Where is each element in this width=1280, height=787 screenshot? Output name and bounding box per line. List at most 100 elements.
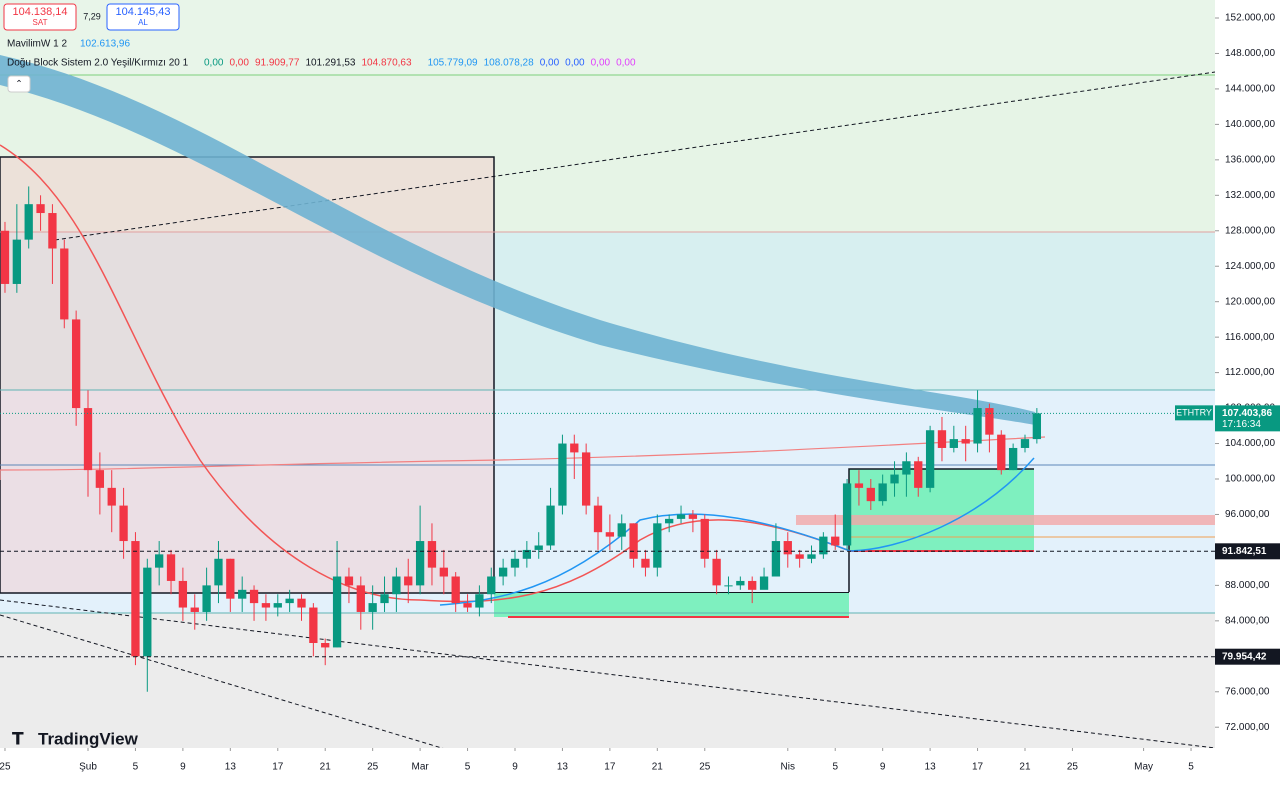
- candle-body: [143, 567, 152, 657]
- candle-body: [783, 541, 792, 555]
- candle-body: [593, 505, 603, 533]
- x-tick-label: 17: [604, 762, 616, 773]
- x-tick-label: 13: [557, 762, 569, 773]
- candle-body: [321, 642, 330, 648]
- candle-body: [1020, 439, 1030, 448]
- symbol-label: ETHTRY: [1176, 408, 1212, 418]
- candle-body: [558, 443, 567, 506]
- candle-body: [451, 576, 460, 604]
- candle-body: [0, 230, 10, 284]
- y-tick-label: 104.000,00: [1225, 438, 1275, 449]
- box: [849, 469, 1034, 551]
- x-tick-label: 17: [972, 762, 984, 773]
- time-axis: [0, 748, 1280, 782]
- candle-body: [344, 576, 354, 586]
- candle-body: [712, 558, 721, 586]
- candle-body: [12, 239, 21, 284]
- indicator-value: 101.291,53: [305, 58, 355, 69]
- candle-body: [581, 452, 591, 506]
- indicator-value: 102.613,96: [80, 39, 130, 50]
- y-tick-label: 120.000,00: [1225, 296, 1275, 307]
- buy-box[interactable]: [106, 3, 180, 31]
- x-tick-label: 5: [465, 762, 471, 773]
- candle-body: [202, 585, 211, 612]
- collapse-button[interactable]: [7, 75, 31, 93]
- candle-body: [309, 607, 318, 643]
- ma-line: [0, 144, 851, 603]
- candle-body: [36, 204, 45, 214]
- header: 104.138,14 SAT 7,29 104.145,43 AL Mavili…: [3, 3, 636, 748]
- candle-body: [119, 505, 128, 542]
- candle-body: [522, 549, 531, 559]
- candle-body: [475, 594, 484, 608]
- candle-body: [973, 408, 982, 444]
- indicator-value: 105.779,09: [428, 58, 478, 69]
- candle-body: [190, 607, 199, 612]
- candle-body: [392, 576, 401, 595]
- x-tick-label: 5: [832, 762, 838, 773]
- candle-body: [997, 434, 1006, 471]
- candle-body: [914, 461, 923, 488]
- candle-body: [285, 598, 294, 604]
- sell-box[interactable]: [3, 3, 77, 31]
- indicator-values: 0,00 0,00 91.909,77 101.291,53 104.870,63 105…: [204, 58, 636, 69]
- indicator-value: 0,00: [565, 58, 585, 69]
- y-tick-label: 88.000,00: [1225, 580, 1270, 591]
- y-tick-label: 96.000,00: [1225, 509, 1270, 520]
- candle-body: [131, 541, 140, 657]
- y-tick-label: 132.000,00: [1225, 190, 1275, 201]
- candle-body: [427, 541, 437, 568]
- candle-body: [155, 554, 164, 568]
- candle-body: [487, 576, 496, 595]
- candle-body: [24, 204, 33, 240]
- candle-body: [107, 487, 116, 506]
- price-label: 107.403,86: [1222, 408, 1272, 419]
- candle-body: [95, 470, 105, 488]
- symbol-box: [1175, 405, 1213, 421]
- x-tick-label: 25: [367, 762, 379, 773]
- candle-body: [214, 558, 223, 586]
- price-label-box: [1215, 405, 1280, 432]
- y-tick-label: 116.000,00: [1225, 332, 1275, 343]
- y-tick-label: 84.000,00: [1225, 615, 1270, 626]
- candle-body: [795, 554, 804, 559]
- logo-icon: 𝗧: [12, 729, 24, 748]
- candle-body: [925, 430, 935, 488]
- y-tick-label: 112.000,00: [1225, 367, 1275, 378]
- candle-body: [439, 567, 448, 577]
- candle-body: [83, 408, 93, 471]
- candle-body: [759, 576, 769, 590]
- candle-body: [831, 536, 840, 546]
- x-tick-label: 13: [225, 762, 237, 773]
- candle-body: [736, 580, 745, 586]
- candle-body: [226, 558, 235, 599]
- ribbon: [0, 55, 1035, 425]
- zones: [0, 0, 1216, 756]
- candle-body: [1008, 447, 1018, 471]
- plot: [0, 186, 1215, 692]
- candle-body: [961, 439, 970, 444]
- ma-line: [439, 457, 1035, 606]
- candle-body: [1032, 413, 1042, 440]
- trend-line: [0, 614, 466, 756]
- sell-price: 104.138,14: [12, 6, 67, 18]
- x-tick-label: 13: [925, 762, 937, 773]
- zone: [0, 157, 494, 593]
- buy-label: AL: [138, 18, 148, 27]
- y-tick-label: 100.000,00: [1225, 474, 1275, 485]
- candle-body: [297, 598, 306, 608]
- zone: [0, 613, 1215, 748]
- price-label: 79.954,42: [1222, 651, 1267, 662]
- candle-body: [273, 603, 282, 608]
- x-tick-label: 25: [0, 762, 11, 773]
- candle-body: [261, 603, 271, 608]
- candle-body: [937, 430, 947, 448]
- candle-body: [356, 585, 365, 612]
- price-label-box: [1215, 648, 1280, 665]
- x-tick-label: 25: [1067, 762, 1079, 773]
- trend-line: [54, 71, 1216, 241]
- y-tick-label: 144.000,00: [1225, 84, 1275, 95]
- candle-body: [166, 554, 176, 581]
- x-tick-label: Nis: [781, 762, 795, 773]
